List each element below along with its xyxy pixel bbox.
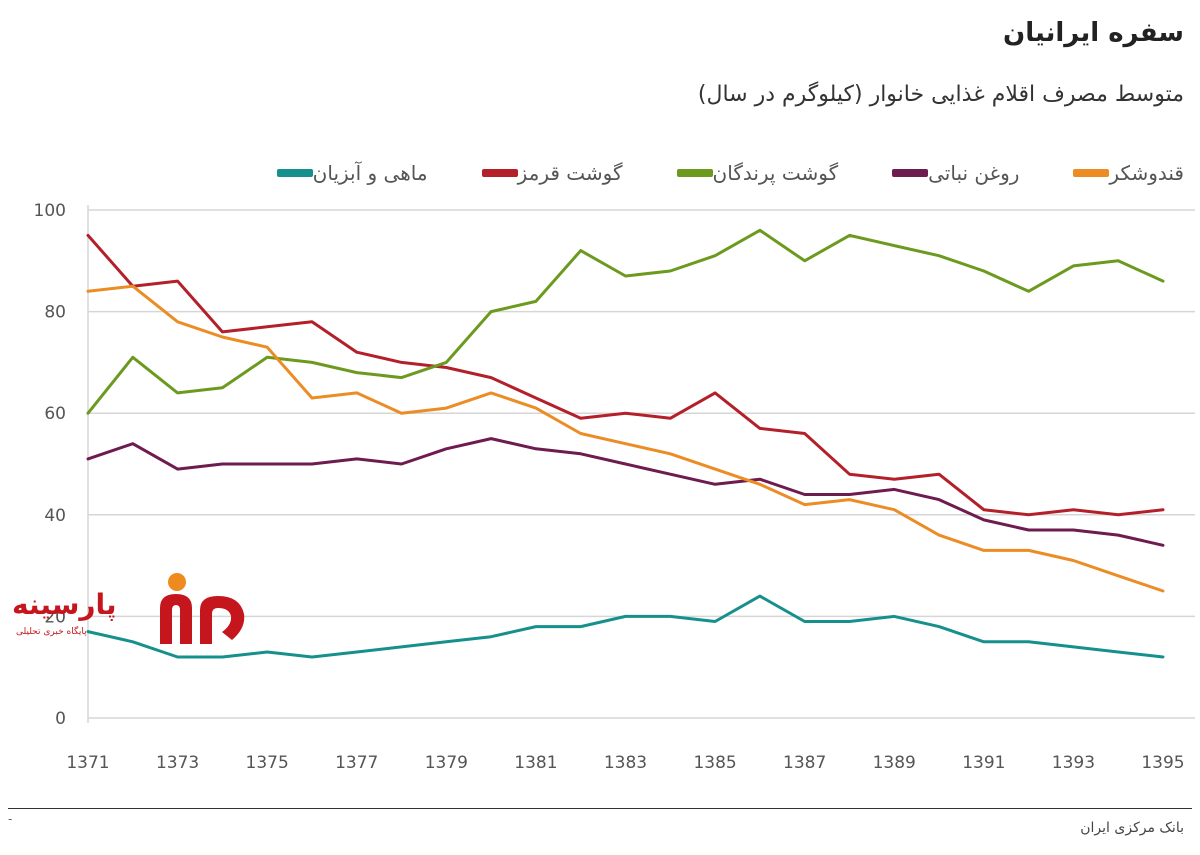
watermark-brand: پارسینه [12, 588, 117, 621]
legend-label-sugar: قندوشکر [1109, 161, 1184, 185]
chart-subtitle: متوسط مصرف اقلام غذایی خانوار (کیلوگرم د… [697, 82, 1184, 107]
legend-item-red-meat: گوشت قرمز [472, 161, 623, 185]
series-line-red-meat [86, 233, 1165, 517]
x-tick-label: 1385 [693, 753, 736, 773]
legend-swatch-poultry [676, 169, 713, 177]
legend-swatch-red-meat [481, 169, 518, 177]
series-line-poultry [86, 228, 1165, 415]
x-tick-label: 1383 [604, 753, 647, 773]
x-tick-label: 1389 [873, 753, 916, 773]
source-note: بانک مرکزی ایران [1080, 820, 1184, 836]
y-tick-label: 20 [44, 607, 66, 627]
legend-label-red-meat: گوشت قرمز [517, 161, 623, 185]
legend-label-poultry: گوشت پرندگان [712, 161, 839, 185]
x-axis-ticks: 1371 1373 1375 1377 1379 1381 1383 1385 1387 1389… [66, 753, 1184, 773]
x-tick-label: 1373 [156, 753, 199, 773]
legend-swatch-sugar [1073, 169, 1110, 177]
legend-swatch-vegetable-oil [892, 169, 929, 177]
line-chart: 0 20 40 60 80 100 1371 1373 1375 1377 1379 1381 138… [34, 201, 1195, 773]
x-tick-label: 1393 [1052, 753, 1095, 773]
y-tick-label: 60 [44, 404, 66, 424]
footer-divider [8, 808, 1192, 809]
footer-dash: - [8, 812, 13, 826]
legend-swatch-fish [276, 169, 313, 177]
y-tick-label: 40 [44, 506, 66, 526]
x-tick-label: 1379 [425, 753, 468, 773]
series-line-fish [86, 594, 1165, 659]
legend-item-vegetable-oil: روغن نباتی [882, 161, 1019, 185]
x-tick-label: 1375 [246, 753, 289, 773]
x-tick-label: 1377 [335, 753, 378, 773]
chart-title: سفره ایرانیان [1003, 18, 1184, 48]
parsineh-logo-icon [160, 573, 245, 644]
series-lines [86, 228, 1165, 659]
series-line-sugar [86, 284, 1165, 593]
grid-lines [87, 205, 1195, 723]
legend: ماهی و آبزیان گوشت قرمز گوشت پرندگان روغ… [223, 158, 1184, 188]
x-tick-label: 1391 [962, 753, 1005, 773]
legend-label-fish: ماهی و آبزیان [312, 161, 428, 185]
legend-item-fish: ماهی و آبزیان [267, 161, 428, 185]
legend-item-poultry: گوشت پرندگان [667, 161, 839, 185]
x-tick-label: 1371 [66, 753, 109, 773]
y-tick-label: 100 [34, 201, 66, 221]
legend-label-vegetable-oil: روغن نباتی [928, 161, 1020, 185]
y-tick-label: 0 [55, 709, 66, 729]
y-tick-label: 80 [44, 303, 66, 323]
x-tick-label: 1395 [1141, 753, 1184, 773]
legend-item-sugar: قندوشکر [1063, 161, 1184, 185]
watermark-tagline: پایگاه خبری تحلیلی [16, 627, 87, 637]
y-axis-ticks: 0 20 40 60 80 100 [34, 201, 66, 729]
x-tick-label: 1387 [783, 753, 826, 773]
series-line-vegetable-oil [86, 437, 1165, 547]
x-tick-label: 1381 [514, 753, 557, 773]
